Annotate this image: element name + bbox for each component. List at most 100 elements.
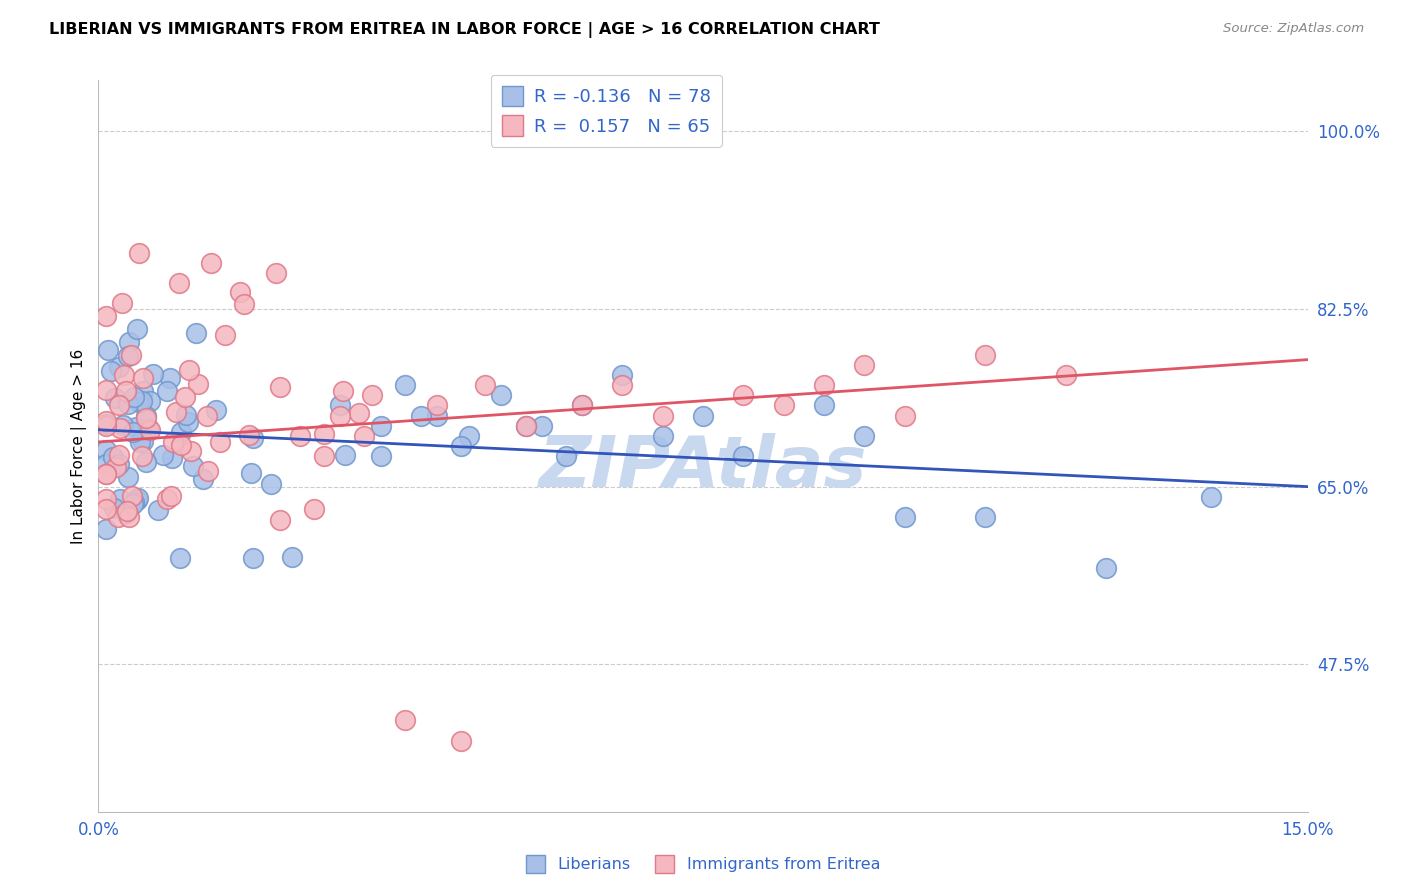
- Point: [197, 463, 219, 477]
- Point: [107, 360, 129, 375]
- Point: [329, 409, 352, 423]
- Point: [117, 397, 139, 411]
- Point: [96, 458, 118, 472]
- Point: [530, 418, 553, 433]
- Point: [96, 418, 118, 433]
- Point: [733, 449, 755, 463]
- Point: [121, 490, 143, 504]
- Point: [96, 467, 118, 481]
- Point: [329, 398, 352, 412]
- Point: [893, 409, 915, 423]
- Point: [361, 388, 384, 402]
- Point: [118, 510, 141, 524]
- Point: [115, 504, 138, 518]
- Point: [117, 470, 139, 484]
- Point: [184, 326, 207, 340]
- Point: [195, 409, 218, 423]
- Point: [349, 406, 371, 420]
- Point: [240, 467, 263, 481]
- Point: [304, 502, 326, 516]
- Point: [156, 384, 179, 399]
- Point: [105, 459, 128, 474]
- Point: [112, 368, 135, 383]
- Point: [103, 501, 125, 516]
- Point: [96, 491, 118, 506]
- Point: [651, 429, 673, 443]
- Point: [135, 410, 157, 425]
- Point: [170, 437, 193, 451]
- Point: [242, 431, 264, 445]
- Point: [159, 489, 181, 503]
- Point: [96, 443, 118, 458]
- Point: [120, 348, 142, 362]
- Point: [96, 383, 118, 397]
- Point: [132, 434, 155, 449]
- Point: [177, 363, 200, 377]
- Point: [208, 434, 231, 449]
- Point: [127, 322, 149, 336]
- Point: [177, 415, 200, 429]
- Point: [733, 388, 755, 402]
- Point: [132, 371, 155, 385]
- Point: [135, 455, 157, 469]
- Point: [96, 414, 118, 428]
- Point: [264, 266, 287, 280]
- Point: [458, 429, 481, 443]
- Point: [555, 449, 578, 463]
- Point: [571, 398, 593, 412]
- Point: [138, 393, 160, 408]
- Point: [124, 419, 146, 434]
- Point: [214, 328, 236, 343]
- Point: [115, 384, 138, 399]
- Point: [108, 398, 131, 412]
- Point: [96, 467, 118, 482]
- Point: [170, 425, 193, 439]
- Point: [115, 507, 138, 521]
- Point: [450, 733, 472, 747]
- Legend: Liberians, Immigrants from Eritrea: Liberians, Immigrants from Eritrea: [519, 848, 887, 880]
- Point: [117, 349, 139, 363]
- Point: [128, 246, 150, 260]
- Legend: R = -0.136   N = 78, R =  0.157   N = 65: R = -0.136 N = 78, R = 0.157 N = 65: [491, 75, 721, 147]
- Y-axis label: In Labor Force | Age > 16: In Labor Force | Age > 16: [72, 349, 87, 543]
- Point: [515, 418, 537, 433]
- Point: [692, 409, 714, 423]
- Text: Source: ZipAtlas.com: Source: ZipAtlas.com: [1223, 22, 1364, 36]
- Point: [127, 493, 149, 508]
- Point: [269, 513, 291, 527]
- Point: [232, 297, 254, 311]
- Point: [187, 376, 209, 391]
- Point: [111, 296, 134, 310]
- Point: [111, 417, 134, 432]
- Point: [174, 408, 197, 422]
- Point: [450, 439, 472, 453]
- Point: [155, 491, 177, 506]
- Point: [332, 384, 354, 398]
- Point: [409, 409, 432, 423]
- Point: [118, 335, 141, 350]
- Point: [100, 364, 122, 378]
- Point: [474, 378, 496, 392]
- Point: [612, 368, 634, 382]
- Point: [1199, 490, 1222, 504]
- Point: [242, 550, 264, 565]
- Point: [193, 471, 215, 485]
- Text: LIBERIAN VS IMMIGRANTS FROM ERITREA IN LABOR FORCE | AGE > 16 CORRELATION CHART: LIBERIAN VS IMMIGRANTS FROM ERITREA IN L…: [49, 22, 880, 38]
- Point: [180, 443, 202, 458]
- Point: [394, 378, 416, 392]
- Point: [127, 491, 149, 505]
- Point: [370, 449, 392, 463]
- Point: [122, 390, 145, 404]
- Point: [333, 448, 356, 462]
- Point: [108, 457, 131, 471]
- Point: [651, 409, 673, 423]
- Point: [974, 510, 997, 524]
- Point: [97, 343, 120, 358]
- Point: [228, 285, 250, 299]
- Text: ZIPAtlas: ZIPAtlas: [538, 434, 868, 502]
- Point: [131, 449, 153, 463]
- Point: [612, 378, 634, 392]
- Point: [160, 450, 183, 465]
- Point: [269, 380, 291, 394]
- Point: [108, 421, 131, 435]
